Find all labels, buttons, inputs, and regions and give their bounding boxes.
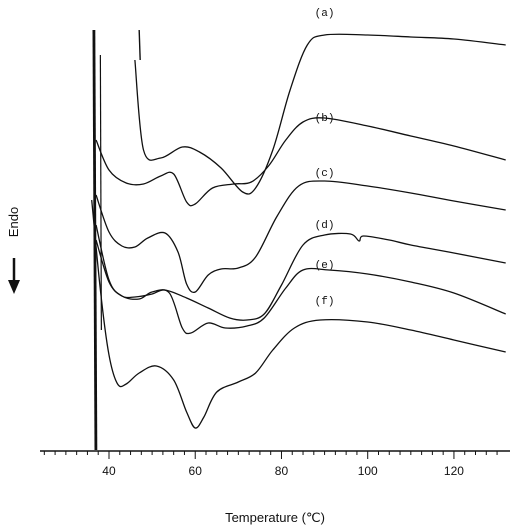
x-tick-label: 80 — [275, 464, 289, 478]
curve-label-e: (e) — [315, 260, 335, 272]
curve-d — [95, 232, 506, 321]
initial-transient-line — [92, 29, 98, 451]
endo-arrow-icon — [8, 258, 20, 294]
curve-label-c: (c) — [315, 168, 335, 180]
x-axis-title: Temperature (℃) — [225, 510, 325, 525]
initial-transient-line — [138, 29, 141, 61]
initial-transient-line — [99, 54, 102, 331]
x-ticks-group: 40 60 80 100 120 — [43, 451, 498, 478]
curve-label-d: (d) — [315, 220, 335, 232]
curve-label-a: (a) — [315, 8, 335, 20]
curve-label-f: (f) — [315, 296, 335, 308]
curve-labels-group: (a) (b) (c) (d) (e) (f) — [315, 8, 335, 308]
curve-a — [134, 33, 506, 195]
x-tick-label: 100 — [358, 464, 378, 478]
y-axis-title: Endo — [6, 207, 21, 237]
curve-e — [95, 224, 506, 335]
endo-arrow-head — [8, 280, 20, 294]
curve-label-b: (b) — [315, 113, 335, 125]
curve-b — [95, 117, 506, 207]
curve-c — [95, 180, 506, 294]
curve-f — [91, 199, 506, 429]
curves-group — [91, 29, 506, 451]
x-tick-label: 120 — [444, 464, 464, 478]
x-tick-label: 40 — [102, 464, 116, 478]
x-tick-label: 60 — [189, 464, 203, 478]
